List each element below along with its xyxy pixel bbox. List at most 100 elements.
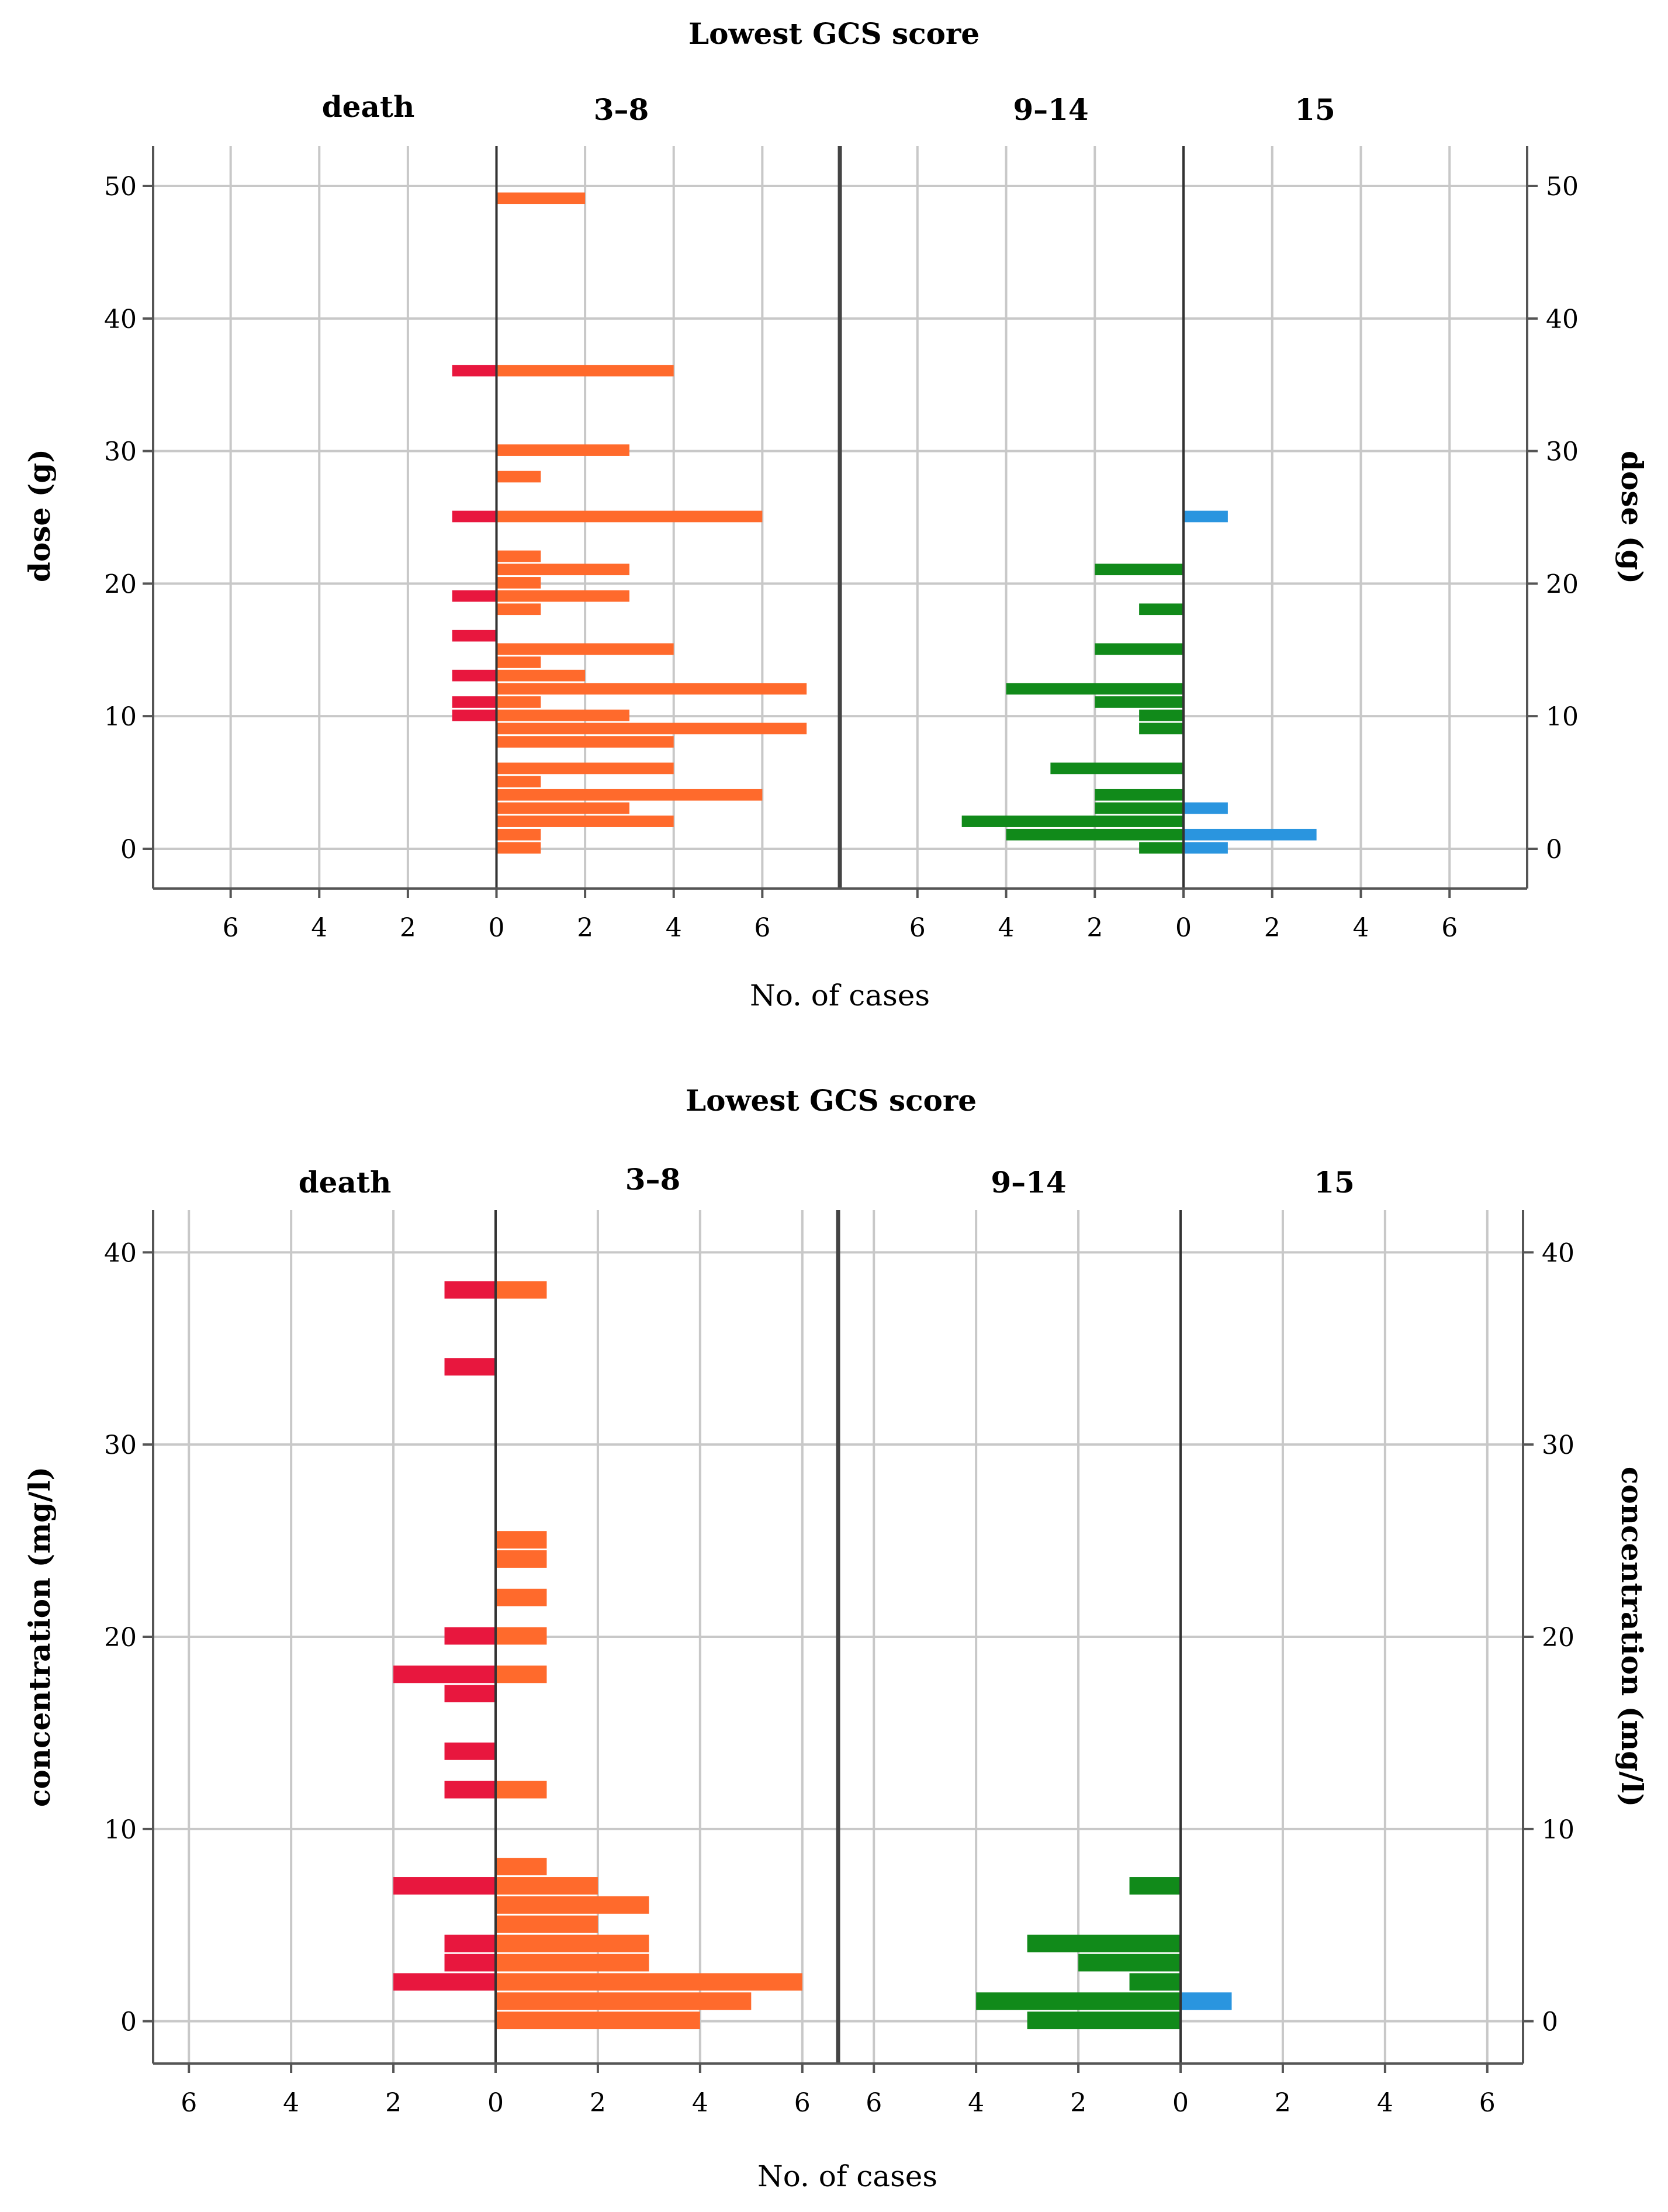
chart-title: Lowest GCS score [686,1083,977,1118]
x-tick-label: 6 [1441,913,1458,943]
y-tick-label: 50 [104,172,137,202]
bar [496,1954,649,1972]
bar [496,1973,802,1991]
bar [1095,696,1183,708]
x-tick-label: 2 [577,913,593,943]
x-tick-label: 4 [666,913,682,943]
x-tick-label: 6 [223,913,239,943]
bar [496,815,674,827]
bar [1183,842,1228,854]
y-tick-label: 10 [104,1815,137,1845]
panel-label-death: death [322,89,415,124]
bar [444,1781,496,1799]
bar [452,590,497,602]
bar [1139,603,1183,616]
bar [452,696,497,708]
bar [496,1665,547,1684]
bar [1027,1934,1181,1952]
x-tick-label: 0 [1175,913,1192,943]
bar [496,842,541,854]
bar [452,365,497,376]
bar [1050,762,1183,775]
bar [496,1281,547,1299]
y-tick-label: 10 [1546,702,1579,732]
bar [1129,1973,1181,1991]
x-axis-label: No. of cases [750,979,930,1012]
x-tick-label: 0 [1172,2088,1189,2118]
y-tick-label: 30 [104,437,137,467]
panel-label-9-14: 9–14 [991,1165,1066,1200]
y-tick-label: 40 [1546,305,1579,334]
bar [496,656,541,668]
x-tick-label: 4 [1352,913,1369,943]
bar [1027,2011,1181,2030]
bar [496,762,674,775]
x-tick-label: 0 [489,913,505,943]
bar [444,1742,496,1760]
x-tick-label: 2 [1086,913,1103,943]
bar [496,776,541,787]
bar [496,590,629,602]
bar [496,603,541,616]
bar [1095,802,1183,814]
y-tick-label: 0 [120,2007,137,2037]
chart-dose: Lowest GCS score death 3–8 9–14 15 0 0 10 1… [22,16,1649,1012]
bar [496,2011,700,2030]
bar [1006,828,1183,841]
bar [1183,510,1228,523]
y-tick-label: 30 [104,1430,137,1460]
panel-label-15: 15 [1295,92,1335,127]
bar [496,1588,547,1606]
bar [444,1954,496,1972]
bar [1181,1992,1232,2010]
bar [444,1627,496,1645]
y-tick-label: 0 [1542,2007,1558,2037]
bar [393,1877,496,1895]
y-tick-label: 20 [1546,569,1579,599]
bar [496,1781,547,1799]
y-tick-label: 10 [1542,1815,1574,1845]
bar [496,736,674,748]
bar [496,1858,547,1876]
bar [496,683,807,695]
y-tick-label: 40 [1542,1238,1574,1268]
bar [444,1358,496,1376]
panel-label-15: 15 [1314,1165,1355,1200]
x-tick-label: 2 [400,913,416,943]
bar [496,1550,547,1568]
bar [496,669,586,682]
panel-label-9-14: 9–14 [1013,92,1088,127]
x-tick-label: 2 [1264,913,1281,943]
bar [1078,1954,1181,1972]
y-axis-label-left: dose (g) [22,449,57,582]
bar [393,1973,496,1991]
bar [496,471,541,483]
bar [496,1992,752,2010]
x-tick-label: 0 [487,2088,504,2118]
y-tick-label: 40 [104,305,137,334]
y-axis-label-right: concentration (mg/l) [1615,1467,1649,1807]
bar [496,643,674,655]
bar [496,1896,649,1914]
bar [496,696,541,708]
bar [496,709,629,721]
y-tick-label: 40 [104,1238,137,1268]
chart-title: Lowest GCS score [688,16,980,51]
panel-label-3-8: 3–8 [625,1162,681,1197]
y-tick-label: 30 [1546,437,1579,467]
bar [1095,564,1183,576]
x-tick-label: 2 [385,2088,402,2118]
bar [444,1934,496,1952]
bar [1139,723,1183,735]
bar [393,1665,496,1684]
bar [1139,842,1183,854]
bar [1129,1877,1181,1895]
y-tick-label: 10 [104,702,137,732]
x-tick-label: 6 [1479,2088,1496,2118]
y-tick-label: 0 [120,835,137,865]
y-tick-label: 20 [104,1623,137,1653]
bar [496,1915,598,1933]
x-tick-label: 2 [590,2088,606,2118]
